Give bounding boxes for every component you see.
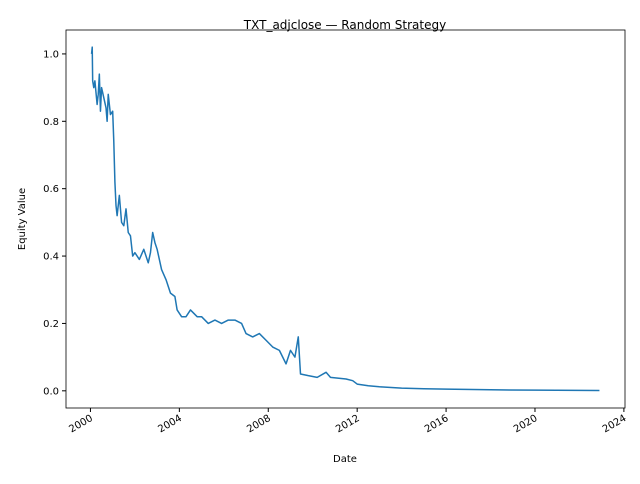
x-tick-label: 2024: [601, 413, 629, 435]
y-tick-label: 0.4: [43, 252, 59, 263]
x-tick-label: 2016: [423, 413, 451, 435]
x-tick-label: 2012: [334, 413, 362, 435]
y-tick-label: 0.8: [43, 117, 59, 128]
y-tick-label: 0.2: [43, 319, 59, 330]
plot-frame: [65, 29, 626, 409]
y-axis-label: Equity Value: [17, 188, 28, 250]
x-tick-label: 2000: [67, 413, 95, 435]
x-tick-label: 2004: [156, 413, 184, 435]
y-tick-label: 0.6: [43, 184, 59, 195]
chart-title: TXT_adjclose — Random Strategy: [243, 18, 446, 32]
x-axis-label: Date: [333, 454, 357, 465]
x-tick-label: 2008: [245, 413, 273, 435]
y-tick-label: 1.0: [43, 49, 59, 60]
y-tick-label: 0.0: [43, 386, 59, 397]
line: [90, 46, 600, 392]
x-tick-label: 2020: [512, 413, 540, 435]
